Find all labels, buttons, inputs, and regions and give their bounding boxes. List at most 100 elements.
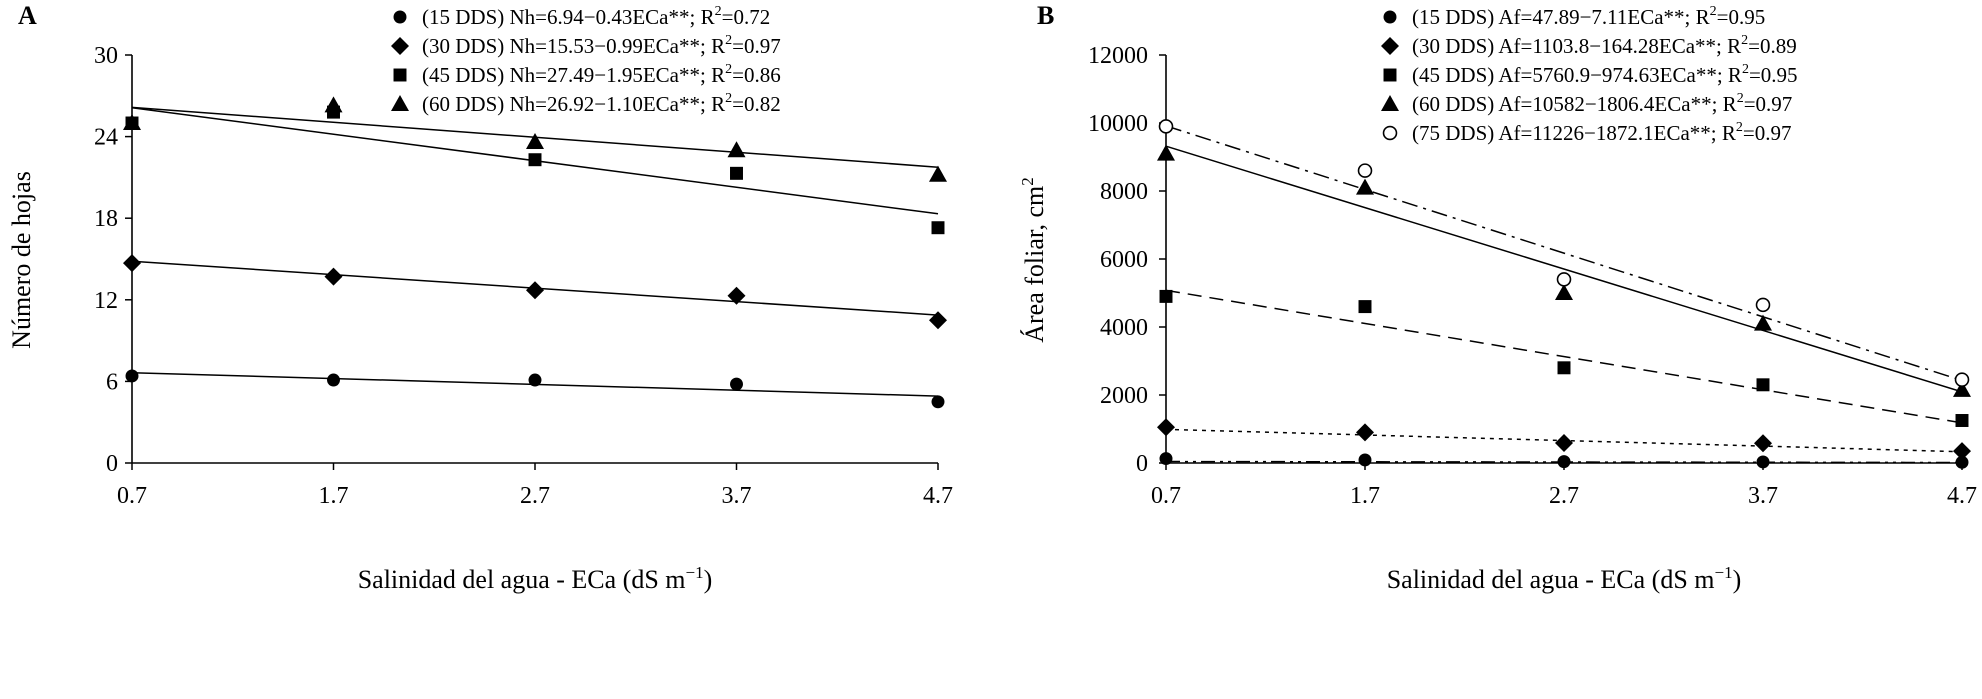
x-axis-title: Salinidad del agua - ECa (dS m−1) — [1387, 563, 1742, 594]
y-tick-label: 6 — [106, 369, 118, 395]
legend-entry-suffix: =0.82 — [732, 92, 781, 116]
y-tick-label: 12000 — [1088, 43, 1148, 69]
x-tick-label: 0.7 — [117, 483, 147, 509]
legend-entry-suffix: =0.97 — [732, 34, 781, 58]
legend-entry-suffix: =0.89 — [1748, 34, 1797, 58]
legend-entry-text: (45 DDS) Nh=27.49−1.95ECa**; R — [422, 63, 725, 87]
x-tick-label: 3.7 — [1748, 483, 1778, 509]
y-tick-label: 4000 — [1100, 315, 1148, 341]
data-point-diamond — [526, 281, 544, 300]
data-point-triangle — [727, 141, 746, 158]
legend-entry-text: (30 DDS) Nh=15.53−0.99ECa**; R — [422, 34, 725, 58]
data-point-circle — [125, 369, 139, 383]
x-tick-label: 3.7 — [722, 483, 752, 509]
x-axis-title-sup: −1 — [1715, 563, 1733, 582]
legend-entry: (60 DDS) Nh=26.92−1.10ECa**; R2=0.82 — [422, 91, 781, 116]
x-tick-label: 1.7 — [1350, 483, 1380, 509]
data-point-triangle — [1555, 284, 1573, 301]
legend-entry-text: (75 DDS) Af=11226−1872.1ECa**; R — [1412, 121, 1736, 145]
y-tick-label: 6000 — [1100, 247, 1148, 273]
legend-entry: (75 DDS) Af=11226−1872.1ECa**; R2=0.97 — [1412, 120, 1792, 145]
data-point-diamond — [324, 267, 343, 286]
y-tick-label: 2000 — [1100, 383, 1148, 409]
data-point-circle — [1756, 455, 1770, 469]
legend-marker-triangle — [391, 95, 409, 112]
legend-entry-text: (45 DDS) Af=5760.9−974.63ECa**; R — [1412, 63, 1742, 87]
legend-entry: (15 DDS) Af=47.89−7.11ECa**; R2=0.95 — [1412, 4, 1765, 29]
legend-marker-triangle — [1381, 95, 1399, 112]
y-tick-label: 10000 — [1088, 111, 1148, 137]
x-tick-label: 1.7 — [319, 483, 349, 509]
data-point-open-circle — [1158, 119, 1174, 134]
panel-b: B 0 2000 4000 6000 8000 10000 12000 0.7 1.7 2.7 3.7… — [1018, 1, 1977, 594]
x-axis-title-sup: −1 — [686, 563, 704, 582]
legend-entry-sup: 2 — [1737, 91, 1744, 106]
legend-entry: (15 DDS) Nh=6.94−0.43ECa**; R2=0.72 — [422, 4, 770, 29]
data-point-circle — [1358, 453, 1372, 467]
data-point-diamond — [1157, 418, 1175, 437]
legend-marker-circle — [393, 10, 407, 24]
data-point-triangle — [1953, 380, 1971, 397]
data-point-open-circle — [1954, 372, 1970, 387]
series-diamond — [123, 254, 947, 330]
legend-marker-diamond — [1381, 37, 1399, 55]
x-axis-title: Salinidad del agua - ECa (dS m−1) — [358, 563, 713, 594]
legend-entry-suffix: =0.72 — [722, 5, 771, 29]
x-tick-label: 4.7 — [1947, 483, 1977, 509]
y-axis-title: Área foliar, cm2 — [1018, 177, 1049, 343]
data-point-triangle — [1356, 178, 1374, 195]
panel-letter: A — [18, 1, 37, 30]
data-point-square — [1756, 378, 1770, 392]
x-tick-label: 2.7 — [520, 483, 550, 509]
legend-marker-open-circle — [1382, 125, 1398, 141]
data-point-triangle — [929, 165, 947, 182]
legend-entry-suffix: =0.95 — [1749, 63, 1798, 87]
data-point-circle — [730, 377, 743, 391]
data-point-diamond — [123, 254, 141, 273]
y-tick-label: 24 — [94, 125, 118, 151]
series-diamond — [1157, 418, 1971, 461]
legend-entry: (30 DDS) Af=1103.8−164.28ECa**; R2=0.89 — [1412, 33, 1797, 58]
legend-entry-sup: 2 — [725, 62, 732, 77]
legend-entry: (60 DDS) Af=10582−1806.4ECa**; R2=0.97 — [1412, 91, 1792, 116]
legend-entry-suffix: =0.97 — [1743, 121, 1792, 145]
series-square — [125, 105, 945, 235]
data-point-circle — [931, 395, 945, 409]
data-point-circle — [528, 373, 542, 387]
data-point-square — [528, 153, 542, 167]
data-point-open-circle — [1357, 163, 1373, 178]
data-point-triangle — [123, 114, 141, 131]
y-axis-title: Número de hojas — [7, 171, 36, 349]
y-axis-title-sup: 2 — [1018, 177, 1037, 186]
data-point-circle — [1955, 455, 1969, 469]
legend-entry: (30 DDS) Nh=15.53−0.99ECa**; R2=0.97 — [422, 33, 781, 58]
data-point-square — [1159, 289, 1173, 303]
legend-entry-text: (15 DDS) Nh=6.94−0.43ECa**; R — [422, 5, 715, 29]
regression-line — [1165, 289, 1963, 424]
legend-entry-sup: 2 — [1741, 33, 1748, 48]
y-tick-label: 12 — [94, 288, 118, 314]
y-tick-label: 30 — [94, 43, 118, 69]
data-point-diamond — [929, 311, 947, 330]
data-point-open-circle — [1556, 272, 1572, 287]
data-point-triangle — [1157, 144, 1175, 161]
panel-letter: B — [1037, 1, 1054, 30]
legend-entry-text: (60 DDS) Af=10582−1806.4ECa**; R — [1412, 92, 1737, 116]
legend-entry-sup: 2 — [1742, 62, 1749, 77]
x-tick-label: 4.7 — [923, 483, 953, 509]
series-open-circle — [1158, 119, 1970, 387]
data-point-circle — [327, 373, 340, 387]
data-point-square — [1955, 414, 1969, 427]
legend-entry: (45 DDS) Af=5760.9−974.63ECa**; R2=0.95 — [1412, 62, 1798, 87]
data-point-open-circle — [1755, 297, 1771, 313]
y-tick-label: 18 — [94, 206, 118, 232]
series-triangle — [1157, 144, 1971, 397]
data-point-diamond — [1555, 433, 1573, 452]
data-point-circle — [1557, 455, 1571, 469]
regression-line — [1165, 125, 1963, 382]
data-point-diamond — [1356, 423, 1374, 442]
legend-marker-square — [393, 68, 407, 82]
x-axis-title-text: Salinidad del agua - ECa (dS m — [1387, 565, 1715, 594]
legend-entry-sup: 2 — [1710, 4, 1717, 19]
